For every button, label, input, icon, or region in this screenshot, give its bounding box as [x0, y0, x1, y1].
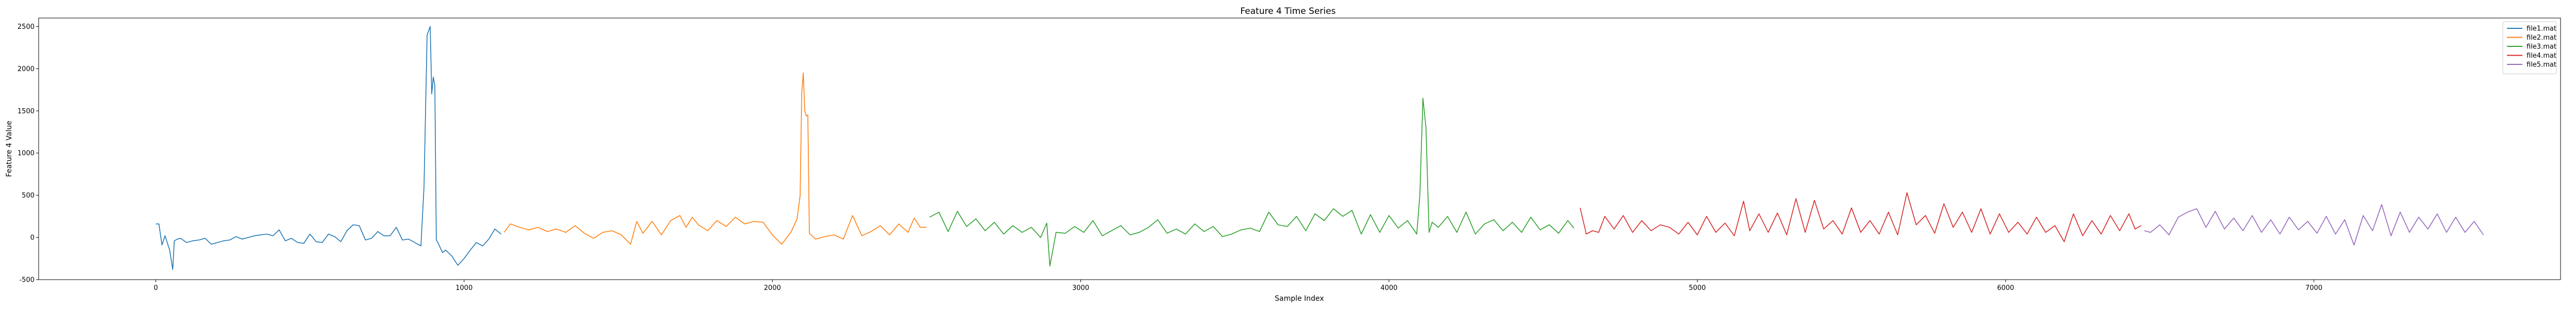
x-tick-label: 0 [154, 284, 158, 292]
y-tick-label: 1500 [18, 108, 35, 115]
x-tick-label: 4000 [1380, 284, 1397, 292]
y-tick-label: 500 [22, 192, 35, 200]
series-layer [156, 26, 2484, 270]
legend: file1.matfile2.matfile3.matfile4.matfile… [2502, 21, 2557, 74]
x-tick-label: 7000 [2306, 284, 2323, 292]
y-axis-title: Feature 4 Value [5, 121, 13, 177]
legend-label: file2.mat [2527, 34, 2556, 42]
y-tick-label: 2000 [18, 65, 35, 73]
legend-box [2502, 21, 2557, 74]
series-line-file2 [503, 72, 927, 245]
x-tick-label: 3000 [1072, 284, 1089, 292]
legend-label: file1.mat [2527, 25, 2556, 33]
y-axis: -500 0 500 1000 1500 2000 2500 [18, 23, 39, 284]
series-line-file3 [929, 97, 1574, 267]
x-tick-label: 5000 [1689, 284, 1706, 292]
y-tick-label: -500 [19, 277, 35, 284]
x-axis-title: Sample Index [1275, 295, 1324, 303]
legend-label: file3.mat [2527, 43, 2556, 51]
chart-title: Feature 4 Time Series [1240, 6, 1335, 16]
x-tick-label: 6000 [1997, 284, 2014, 292]
legend-label: file4.mat [2527, 52, 2556, 60]
series-line-file4 [1580, 192, 2142, 243]
legend-label: file5.mat [2527, 61, 2556, 69]
x-tick-label: 1000 [455, 284, 472, 292]
x-axis: 0 1000 2000 3000 4000 5000 6000 7000 [154, 280, 2323, 292]
plot-frame [38, 18, 2561, 280]
y-tick-label: 2500 [18, 23, 35, 31]
series-line-file1 [156, 26, 502, 270]
y-tick-label: 1000 [18, 150, 35, 158]
series-line-file5 [2144, 204, 2484, 246]
x-tick-label: 2000 [764, 284, 781, 292]
y-tick-label: 0 [30, 234, 35, 242]
